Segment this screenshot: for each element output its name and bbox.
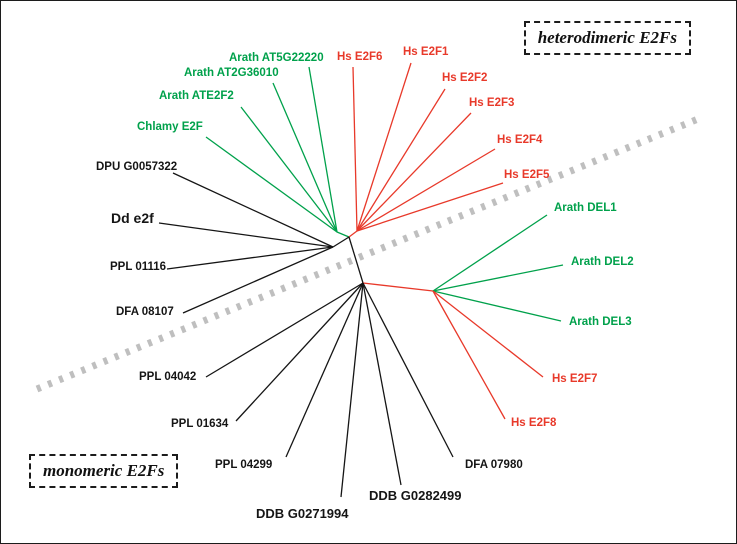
taxon-label-ppl-04042: PPL 04042 [139,371,197,383]
taxon-label-ddb-g0271994: DDB G0271994 [256,506,349,521]
tree-branch [362,282,402,486]
taxon-label-arath-del2: Arath DEL2 [571,256,634,268]
tree-branch [172,172,334,248]
tree-branch [272,82,338,233]
taxon-label-dfa-07980: DFA 07980 [465,459,523,471]
taxon-label-dfa-08107: DFA 08107 [116,306,174,318]
tree-branch [285,282,364,458]
tree-branch [205,136,338,233]
taxon-label-ppl-01116: PPL 01116 [110,261,167,273]
tree-branch [362,282,454,458]
taxon-label-hs-e2f7: Hs E2F7 [552,373,598,385]
tree-branch [340,282,364,498]
taxon-label-arath-at5g22220: Arath AT5G22220 [229,52,324,64]
tree-branch [166,246,334,270]
taxon-label-hs-e2f6: Hs E2F6 [337,51,383,63]
tree-branch [352,66,358,232]
taxon-label-ddb-g0282499: DDB G0282499 [369,488,462,503]
taxon-label-hs-e2f8: Hs E2F8 [511,417,557,429]
heterodimeric-e2fs-box: heterodimeric E2Fs [523,21,691,55]
tree-branch [348,236,364,284]
taxon-label-arath-del1: Arath DEL1 [554,202,617,214]
tree-branch [432,264,564,292]
tree-branch [235,282,364,422]
taxon-label-hs-e2f2: Hs E2F2 [442,72,488,84]
taxon-label-ppl-01634: PPL 01634 [171,418,229,430]
tree-branch [308,66,338,233]
taxon-label-dd-e2f: Dd e2f [111,210,154,226]
tree-branch [356,148,496,232]
tree-branch [356,182,504,232]
tree-branch [356,88,446,232]
taxon-label-chlamy-e2f: Chlamy E2F [137,121,203,133]
taxon-label-arath-del3: Arath DEL3 [569,316,632,328]
tree-branch [336,231,350,238]
tree-branch [205,282,364,378]
taxon-label-hs-e2f4: Hs E2F4 [497,134,543,146]
taxon-label-hs-e2f5: Hs E2F5 [504,169,550,181]
tree-branch [182,246,334,314]
taxon-label-hs-e2f3: Hs E2F3 [469,97,515,109]
clade-divider-line [35,113,705,393]
taxon-label-arath-at2g36010: Arath AT2G36010 [184,67,279,79]
tree-branch [356,112,472,232]
taxon-label-ppl-04299: PPL 04299 [215,459,273,471]
tree-branch [158,222,334,248]
tree-branch [432,290,544,378]
monomeric-e2fs-box: monomeric E2Fs [29,454,179,488]
taxon-label-dpu-g0057322: DPU G0057322 [96,161,178,173]
tree-branch [240,106,338,233]
tree-branch [432,290,562,322]
tree-branch [432,214,548,292]
tree-branch [362,282,434,292]
tree-branch [432,290,506,420]
taxon-label-hs-e2f1: Hs E2F1 [403,46,449,58]
tree-branch [348,230,358,238]
tree-branch [356,62,412,232]
tree-branch [332,236,350,248]
taxon-label-arath-ate2f2: Arath ATE2F2 [159,90,234,102]
